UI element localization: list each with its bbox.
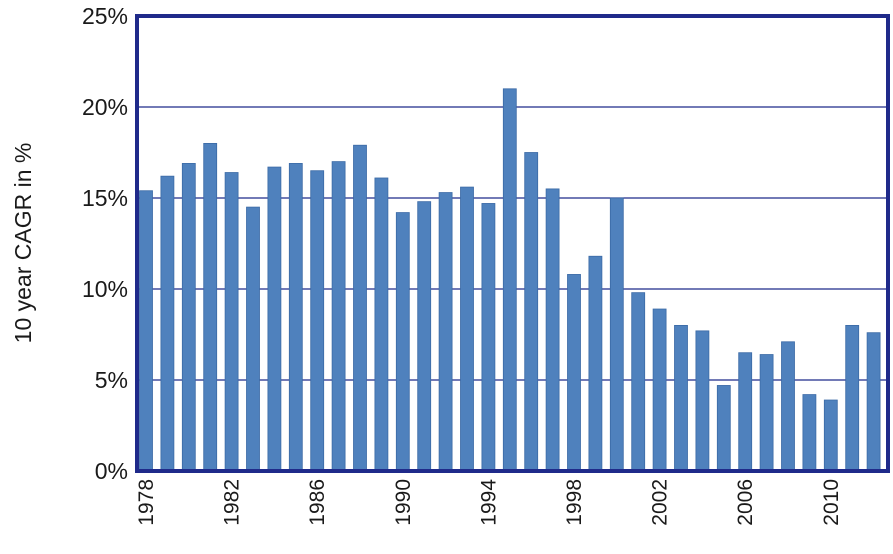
bar-2010 — [823, 399, 838, 472]
bar-1994 — [481, 203, 496, 472]
bar-2005 — [716, 385, 731, 472]
x-tick-label: 2006 — [734, 479, 757, 526]
bar-1993 — [460, 186, 474, 472]
x-tick-label: 1986 — [306, 479, 329, 526]
x-tick-label: 2002 — [649, 479, 672, 526]
bar-1986 — [310, 170, 325, 472]
bar-1992 — [438, 192, 453, 472]
bar-1989 — [374, 177, 389, 472]
bars — [139, 88, 881, 472]
bar-1979 — [160, 175, 175, 472]
y-tick-label: 10% — [82, 276, 128, 302]
bar-1983 — [246, 206, 260, 472]
bar-2003 — [674, 324, 688, 472]
bar-1984 — [267, 166, 282, 472]
bar-1988 — [353, 144, 367, 472]
bar-2009 — [802, 394, 817, 472]
bar-2001 — [631, 292, 646, 472]
x-tick-label: 1990 — [392, 479, 415, 526]
bar-1987 — [331, 161, 346, 472]
bar-2004 — [695, 330, 710, 472]
bar-2012 — [866, 332, 881, 472]
x-tick-label: 1994 — [477, 479, 500, 526]
bar-2006 — [738, 352, 753, 472]
y-tick-label: 25% — [82, 3, 128, 29]
bar-1998 — [567, 274, 581, 472]
bar-1982 — [224, 172, 239, 472]
x-axis-ticks: 1978 1982 1986 1990 1994 1998 2002 2006 2010 — [135, 479, 843, 526]
bar-1981 — [203, 142, 218, 472]
bar-2007 — [759, 354, 774, 472]
bar-1985 — [288, 163, 303, 472]
bar-1995 — [502, 88, 517, 472]
bar-1999 — [588, 255, 603, 472]
y-tick-label: 15% — [82, 185, 128, 211]
plot-frame — [135, 14, 890, 473]
x-tick-label: 1982 — [221, 479, 244, 526]
x-tick-label: 1978 — [135, 479, 158, 526]
bar-2011 — [845, 324, 860, 472]
bar-1978 — [139, 190, 153, 472]
bar-1990 — [395, 212, 410, 472]
bar-1980 — [181, 163, 196, 472]
y-axis-ticks: 0% 5% 10% 15% 20% 25% — [82, 3, 128, 484]
bar-1991 — [417, 201, 432, 472]
bar-2002 — [652, 308, 667, 472]
bar-2000 — [609, 197, 624, 472]
x-tick-label: 1998 — [563, 479, 586, 526]
y-tick-label: 0% — [95, 458, 128, 484]
y-tick-label: 20% — [82, 94, 128, 120]
bar-1996 — [524, 152, 539, 472]
y-tick-label: 5% — [95, 367, 128, 393]
x-tick-label: 2010 — [820, 479, 843, 526]
bar-2008 — [781, 341, 795, 472]
y-axis-title: 10 year CAGR in % — [10, 143, 36, 344]
bar-1997 — [545, 188, 560, 472]
